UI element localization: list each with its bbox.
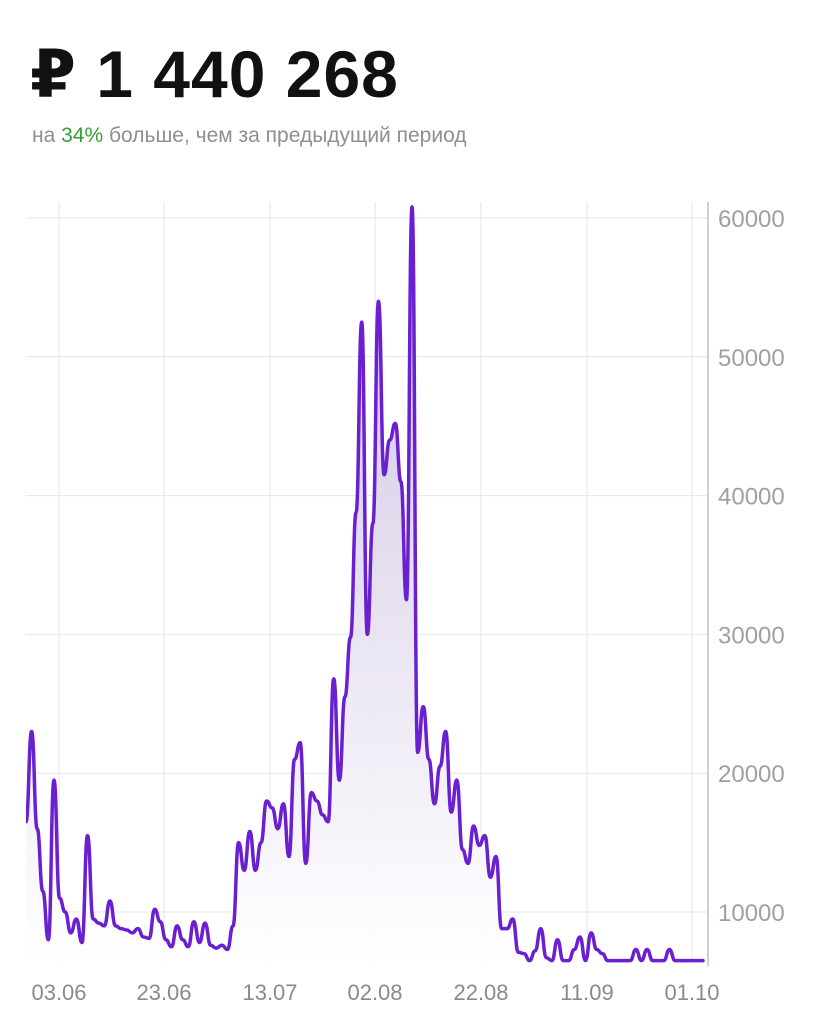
comparison-prefix: на	[32, 124, 56, 147]
x-tick-label: 01.10	[664, 980, 719, 1005]
series-area	[26, 205, 705, 966]
x-axis-labels: 03.06 23.06 13.07 02.08 22.08 11.09 01.10	[31, 980, 719, 1005]
y-tick-label: 10000	[718, 900, 785, 927]
y-tick-label: 60000	[718, 206, 785, 233]
series-line	[26, 205, 705, 963]
x-tick-label: 03.06	[31, 980, 86, 1005]
y-tick-label: 20000	[718, 761, 785, 788]
comparison-suffix: больше, чем за предыдущий период	[109, 124, 467, 147]
y-axis-labels: 10000 20000 30000 40000 50000 60000	[718, 206, 785, 927]
y-tick-label: 50000	[718, 345, 785, 372]
comparison-text: на 34% больше, чем за предыдущий период	[32, 124, 467, 148]
x-tick-label: 23.06	[136, 980, 191, 1005]
comparison-percent: 34%	[61, 124, 104, 147]
x-tick-label: 13.07	[242, 980, 297, 1005]
x-tick-label: 02.08	[347, 980, 402, 1005]
x-tick-label: 22.08	[453, 980, 508, 1005]
total-amount: ₽ 1 440 268	[30, 37, 399, 111]
y-tick-label: 40000	[718, 484, 785, 511]
x-tick-label: 11.09	[560, 980, 613, 1005]
y-tick-label: 30000	[718, 622, 785, 649]
